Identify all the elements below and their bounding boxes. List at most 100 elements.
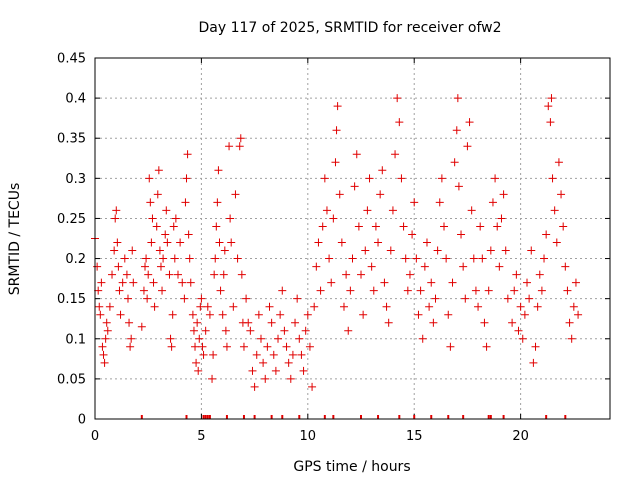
data-point [214,166,223,175]
data-point [212,222,221,231]
x-tick-label: 5 [197,429,205,444]
data-point [180,294,189,303]
data-point [246,326,255,335]
y-tick-label: 0.35 [57,132,86,147]
data-point [115,286,124,295]
data-point [444,310,453,319]
data-point [219,270,228,279]
data-point [195,334,204,343]
data-point [467,206,476,215]
data-point [150,302,159,311]
data-point [284,358,293,367]
data-point [103,326,112,335]
data-point [182,174,191,183]
data-point [416,286,425,295]
data-point [305,342,314,351]
data-point [188,310,197,319]
data-point [218,310,227,319]
data-point [199,350,208,359]
data-point [316,286,325,295]
data-point [510,286,519,295]
data-point [457,230,466,239]
data-point [278,286,287,295]
data-point [363,206,372,215]
data-point [533,302,542,311]
data-point [312,262,321,271]
data-point [120,254,129,263]
data-point [166,334,175,343]
data-point [514,326,523,335]
data-point [128,246,137,255]
x-tick-label: 0 [91,429,99,444]
data-point [342,270,351,279]
data-point [112,206,121,215]
data-point [303,310,312,319]
data-point [286,374,295,383]
data-point [94,286,103,295]
data-point [235,142,244,151]
data-point [201,326,210,335]
data-point [463,142,472,151]
data-point [159,254,168,263]
data-point [191,342,200,351]
data-point [339,302,348,311]
data-point [192,358,201,367]
data-point [314,238,323,247]
data-point [391,150,400,159]
data-point [101,334,110,343]
data-point [161,230,170,239]
data-point [297,350,306,359]
data-point [344,326,353,335]
data-point [410,198,419,207]
data-point [493,222,502,231]
data-point [374,238,383,247]
data-point [332,126,341,135]
data-point [459,262,468,271]
data-point [452,126,461,135]
data-point [488,198,497,207]
data-point [110,246,119,255]
data-point [169,222,178,231]
data-point [193,318,202,327]
data-point [167,342,176,351]
data-point [259,358,268,367]
data-point [113,238,122,247]
data-point [282,342,291,351]
data-point [486,246,495,255]
data-point [95,302,104,311]
data-point [248,366,257,375]
data-point [147,238,156,247]
data-point [440,222,449,231]
data-point [422,238,431,247]
data-point [425,302,434,311]
data-point [216,286,225,295]
data-point [185,254,194,263]
data-point [163,238,172,247]
chart-title: Day 117 of 2025, SRMTID for receiver ofw… [198,20,501,36]
data-point [291,318,300,327]
data-point [122,270,131,279]
data-point [181,198,190,207]
data-point [211,254,220,263]
data-point [236,134,245,143]
data-point [399,222,408,231]
data-point [108,270,117,279]
data-point [293,294,302,303]
data-point [125,318,134,327]
data-point [495,262,504,271]
data-point [205,310,214,319]
data-point [442,254,451,263]
data-point [371,222,380,231]
data-point [171,214,180,223]
data-point [194,366,203,375]
x-tick-label: 15 [406,429,423,444]
data-point [329,214,338,223]
data-point [357,270,366,279]
y-tick-label: 0.4 [65,92,86,107]
data-point [254,310,263,319]
data-point [480,318,489,327]
data-point [499,190,508,199]
data-point [561,262,570,271]
data-point [567,334,576,343]
data-point [563,286,572,295]
